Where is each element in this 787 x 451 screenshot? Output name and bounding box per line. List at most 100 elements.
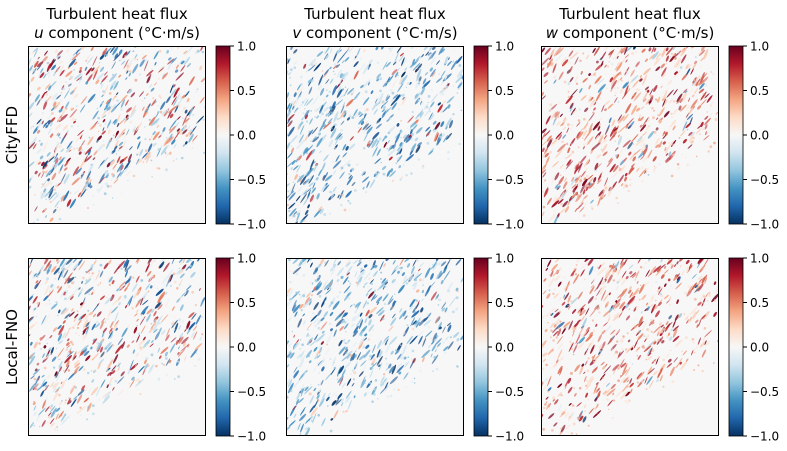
- flux-streak: [32, 352, 35, 358]
- flux-streak: [376, 296, 383, 304]
- flux-speck: [391, 339, 393, 341]
- flux-speck: [714, 118, 718, 121]
- flux-streak: [306, 292, 311, 298]
- flux-speck: [374, 171, 378, 175]
- flux-streak: [386, 139, 391, 144]
- flux-streak: [570, 342, 574, 346]
- flux-streak: [126, 107, 132, 113]
- flux-speck: [644, 168, 646, 171]
- flux-streak: [334, 312, 343, 321]
- flux-speck: [87, 413, 90, 415]
- flux-speck: [127, 179, 129, 182]
- flux-speck: [58, 55, 61, 57]
- flux-streak: [443, 270, 451, 281]
- flux-speck: [194, 90, 198, 94]
- flux-streak: [604, 100, 611, 106]
- flux-streak: [49, 120, 53, 127]
- flux-streak: [332, 258, 338, 266]
- flux-streak: [700, 72, 705, 84]
- flux-streak: [396, 46, 403, 54]
- flux-speck: [430, 88, 433, 92]
- flux-speck: [354, 350, 357, 352]
- flux-streak: [136, 158, 143, 164]
- flux-streak: [559, 113, 563, 117]
- flux-streak: [608, 117, 612, 124]
- flux-streak: [457, 345, 461, 351]
- heatmap-panel: [541, 258, 719, 436]
- flux-streak: [705, 293, 708, 298]
- flux-streak: [58, 340, 63, 345]
- flux-speck: [201, 50, 204, 54]
- flux-streak: [455, 75, 463, 84]
- flux-streak: [165, 358, 171, 367]
- flux-speck: [139, 346, 143, 350]
- flux-streak: [318, 359, 325, 367]
- flux-streak: [193, 325, 198, 331]
- flux-streak: [584, 360, 588, 366]
- flux-streak: [287, 120, 293, 127]
- flux-speck: [641, 135, 644, 137]
- flux-speck: [351, 369, 355, 372]
- flux-streak: [448, 297, 457, 307]
- flux-streak: [430, 353, 433, 358]
- flux-streak: [694, 60, 698, 65]
- colorbar-tick-label: −1.0: [237, 430, 266, 444]
- flux-speck: [347, 296, 351, 300]
- flux-speck: [287, 73, 289, 75]
- flux-streak: [358, 337, 365, 347]
- flux-speck: [129, 120, 133, 124]
- flux-streak: [286, 183, 290, 188]
- flux-speck: [169, 284, 172, 288]
- flux-streak: [337, 393, 343, 400]
- flux-streak: [149, 285, 153, 289]
- flux-speck: [172, 272, 176, 276]
- flux-streak: [307, 175, 313, 183]
- flux-speck: [660, 286, 663, 289]
- flux-speck: [67, 369, 71, 372]
- flux-streak: [359, 56, 362, 61]
- flux-streak: [148, 327, 154, 334]
- flux-speck: [562, 66, 565, 69]
- flux-speck: [288, 404, 290, 407]
- flux-streak: [328, 322, 332, 326]
- flux-streak: [616, 62, 623, 72]
- flux-streak: [639, 124, 643, 128]
- flux-streak: [553, 330, 558, 337]
- flux-speck: [591, 319, 594, 322]
- flux-speck: [97, 342, 100, 345]
- flux-streak: [578, 326, 584, 337]
- flux-streak: [674, 264, 677, 267]
- flux-streak: [293, 342, 299, 351]
- flux-streak: [298, 358, 305, 369]
- flux-streak: [583, 122, 589, 130]
- flux-streak: [392, 143, 397, 150]
- flux-streak: [44, 406, 50, 413]
- flux-streak: [364, 264, 368, 268]
- flux-streak: [302, 313, 306, 317]
- flux-speck: [437, 262, 441, 265]
- flux-streak: [666, 258, 673, 265]
- flux-streak: [171, 306, 175, 311]
- flux-streak: [597, 390, 601, 398]
- flux-streak: [640, 166, 644, 170]
- flux-streak: [168, 128, 172, 131]
- flux-streak: [318, 206, 323, 212]
- flux-streak: [656, 331, 660, 337]
- flux-speck: [699, 90, 702, 93]
- flux-speck: [651, 106, 654, 110]
- flux-speck: [611, 417, 614, 419]
- colorbar-tick-label: −1.0: [495, 218, 524, 232]
- flux-streak: [64, 161, 69, 167]
- flux-speck: [559, 267, 562, 270]
- flux-speck: [32, 66, 35, 69]
- flux-streak: [72, 166, 80, 177]
- flux-streak: [116, 288, 120, 292]
- flux-streak: [384, 281, 389, 285]
- flux-streak: [428, 344, 431, 349]
- flux-streak: [564, 292, 570, 301]
- flux-streak: [138, 339, 145, 346]
- flux-speck: [64, 402, 66, 404]
- flux-streak: [302, 299, 312, 309]
- flux-streak: [571, 273, 575, 277]
- flux-streak: [376, 148, 381, 157]
